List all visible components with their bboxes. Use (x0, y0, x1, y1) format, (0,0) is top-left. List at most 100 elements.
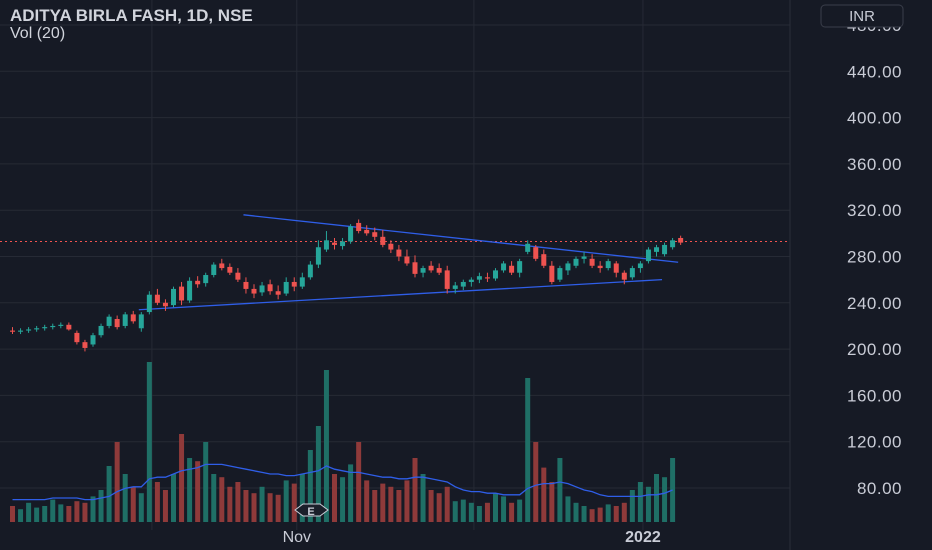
volume-bar (66, 506, 72, 522)
price-tick-label: 200.00 (847, 340, 902, 359)
candle-body (581, 256, 587, 259)
volume-bar (122, 474, 128, 522)
volume-bar (654, 474, 659, 522)
price-tick-label: 160.00 (847, 386, 902, 405)
price-tick-label: 320.00 (847, 201, 902, 220)
candle-body (10, 330, 15, 332)
candle-body (275, 291, 281, 295)
candle-body (162, 302, 168, 307)
currency-label: INR (849, 8, 875, 25)
volume-bar (637, 482, 643, 522)
volume-bar (533, 442, 539, 522)
candle-body (171, 288, 176, 306)
volume-bar (10, 506, 15, 522)
candle-body (509, 265, 515, 273)
volume-bar (412, 458, 418, 522)
volume-bar (549, 482, 555, 522)
candle-body (654, 247, 659, 252)
candle-body (420, 268, 426, 273)
volume-bar (219, 477, 225, 522)
trendline-lower[interactable] (138, 279, 663, 311)
time-tick-label: Nov (283, 529, 311, 546)
candle-body (476, 276, 482, 280)
volume-bar (162, 490, 168, 522)
candle-body (597, 265, 603, 269)
candle-body (203, 275, 209, 284)
volume-bar (58, 504, 64, 522)
volume-bar (283, 480, 289, 522)
volume-bar (428, 490, 434, 522)
volume-bar (34, 507, 40, 522)
candle-body (412, 262, 418, 274)
candle-body (565, 263, 571, 271)
volume-indicator-label[interactable]: Vol (20) (10, 25, 65, 42)
volume-bar (171, 474, 176, 522)
volume-ma-line (12, 463, 673, 501)
candle-body (444, 270, 450, 289)
volume-bar (243, 490, 249, 522)
candle-body (179, 286, 185, 301)
candle-body (227, 266, 233, 273)
volume-bars (10, 362, 676, 522)
volume-bar (227, 486, 233, 522)
candle-body (605, 261, 611, 269)
volume-bar (436, 493, 442, 522)
volume-bar (396, 490, 402, 522)
volume-bar (138, 493, 144, 522)
volume-bar (501, 496, 507, 522)
candle-body (517, 261, 523, 273)
volume-bar (581, 506, 587, 522)
candle-body (533, 247, 539, 259)
volume-bar (90, 496, 96, 522)
volume-bar (315, 426, 321, 522)
price-tick-label: 400.00 (847, 109, 902, 128)
price-tick-label: 360.00 (847, 155, 902, 174)
candle-body (436, 268, 442, 273)
price-tick-label: 80.00 (857, 479, 902, 498)
candle-body (283, 281, 289, 294)
time-tick-label: 2022 (625, 529, 661, 546)
volume-bar (251, 493, 257, 522)
candle-body (315, 247, 321, 265)
trendline-upper[interactable] (243, 214, 679, 263)
volume-bar (267, 493, 273, 522)
candle-body (74, 332, 80, 343)
candle-body (549, 265, 555, 282)
candle-body (613, 263, 619, 273)
candle-body (251, 288, 257, 294)
volume-bar (525, 378, 531, 522)
candle-body (645, 249, 651, 262)
volume-bar (444, 486, 450, 522)
volume-bar (187, 458, 193, 522)
candle-body (42, 327, 48, 329)
volume-bar (82, 502, 88, 522)
volume-bar (307, 450, 313, 522)
candle-body (670, 240, 676, 248)
currency-badge[interactable]: INR (820, 4, 904, 28)
trendlines[interactable] (138, 214, 679, 311)
volume-bar (195, 461, 201, 522)
volume-bar (629, 490, 635, 522)
time-axis[interactable]: Nov 2022 (283, 529, 661, 546)
candle-body (146, 294, 152, 313)
volume-bar (106, 466, 112, 522)
candle-body (154, 294, 160, 303)
price-axis[interactable]: 480.00440.00400.00360.00320.00280.00240.… (847, 16, 902, 498)
candle-body (195, 280, 201, 285)
volume-bar (26, 502, 32, 522)
candle-body (299, 277, 305, 287)
volume-bar (476, 506, 482, 522)
earnings-event-marker[interactable]: E (294, 503, 329, 518)
volume-bar (557, 458, 563, 522)
candle-body (130, 314, 136, 322)
volume-bar (130, 486, 136, 522)
volume-bar (323, 370, 329, 522)
volume-bar (364, 480, 370, 522)
candle-body (356, 222, 362, 232)
earnings-marker-letter: E (307, 506, 314, 518)
candle-body (18, 330, 24, 332)
symbol-title[interactable]: ADITYA BIRLA FASH, 1D, NSE (10, 6, 253, 25)
candle-body (460, 281, 466, 287)
